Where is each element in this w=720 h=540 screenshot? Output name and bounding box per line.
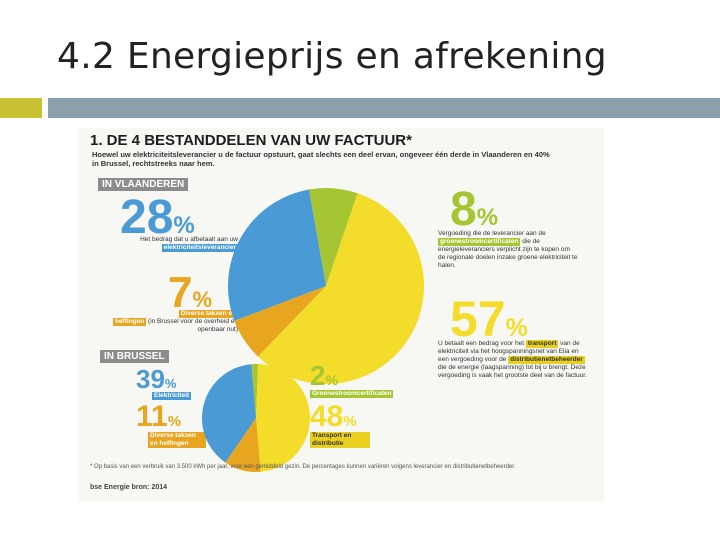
flanders-transport-value: 57% <box>450 291 528 347</box>
pie-chart-flanders <box>228 188 424 384</box>
footnote: * Op basis van een verbruik van 3.500 kW… <box>90 464 516 470</box>
brussels-certificates-label: Groenestroomcertificaten <box>310 390 394 398</box>
flanders-supplier-value: 28% <box>120 191 195 244</box>
infographic-subheading: Hoewel uw elektriciteitsleverancier u de… <box>92 150 550 168</box>
brussels-certificates-value: 2% <box>310 360 339 391</box>
slide-title: 4.2 Energieprijs en afrekening <box>57 36 607 77</box>
pie-slice-transport-en-distributie <box>256 364 311 472</box>
infographic-heading: 1. DE 4 BESTANDDELEN VAN UW FACTUUR* <box>90 132 412 149</box>
source-credit: bse Energie bron: 2014 <box>90 484 168 491</box>
flanders-certificates-desc: Vergoeding die de leverancier aan de gro… <box>438 230 578 269</box>
pie-slice-transport-en-distributie <box>257 193 424 384</box>
flanders-levies-value: 7% <box>168 268 213 317</box>
brussels-transport-value: 48% <box>310 400 357 433</box>
flanders-certificates-value: 8% <box>450 183 499 236</box>
accent-bar <box>48 98 720 118</box>
pie-slice-elektriciteit <box>201 364 256 463</box>
pie-slice-groenestroomcertificaten <box>251 364 259 418</box>
pie-slice-elektriciteitsleverancier <box>228 189 326 321</box>
brussels-supplier-value: 39% <box>136 364 177 394</box>
brussels-levies-label: Diverse taksen en heffingen <box>148 432 206 448</box>
pie-chart-brussels <box>201 364 311 472</box>
flanders-supplier-desc: Het bedrag dat u afbetaalt aan uw elektr… <box>140 236 238 252</box>
flanders-levies-desc: Diverse taksen en heffingen (in Brussel … <box>112 310 238 333</box>
pie-slice-diverse-taksen-en-heffingen <box>225 418 261 472</box>
brussels-levies-value: 11% <box>136 400 182 433</box>
region-tag-flanders: IN VLAANDEREN <box>98 178 189 191</box>
pie-slice-diverse-taksen-en-heffingen <box>234 286 326 357</box>
flanders-transport-desc: U betaalt een bedrag voor het transport … <box>438 340 587 379</box>
infographic-image: 1. DE 4 BESTANDDELEN VAN UW FACTUUR* Hoe… <box>78 128 604 502</box>
pie-slice-groenestroomcertificaten <box>308 188 358 286</box>
brussels-transport-label: Transport en distributie <box>310 432 370 448</box>
region-tag-brussels: IN BRUSSEL <box>100 350 169 363</box>
brussels-supplier-label: Elektriciteit <box>152 392 192 400</box>
accent-square <box>0 98 42 118</box>
